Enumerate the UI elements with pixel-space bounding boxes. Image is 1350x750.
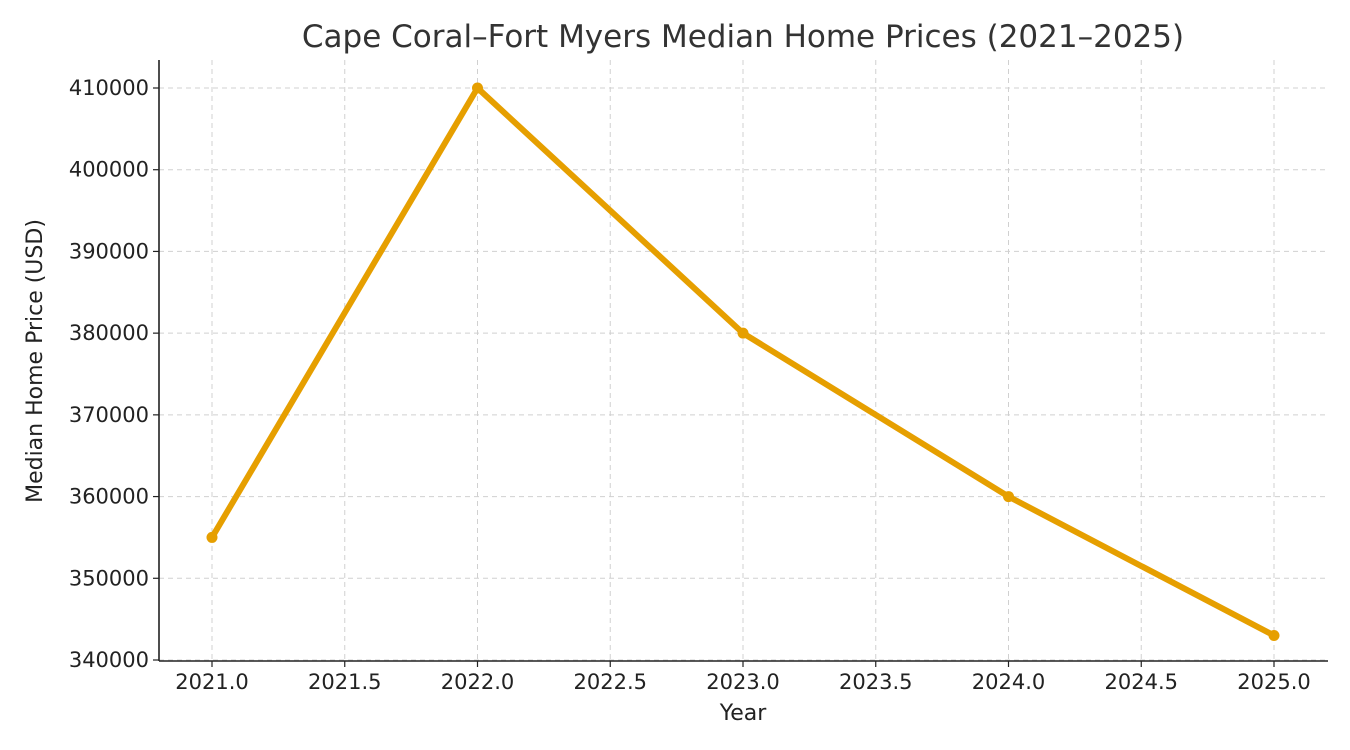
x-tick-label: 2024.5 <box>1105 670 1178 694</box>
data-point <box>1003 491 1014 503</box>
series-layer <box>206 82 1280 641</box>
y-tick-label: 360000 <box>69 485 149 509</box>
y-tick-label: 350000 <box>69 566 149 590</box>
x-tick-label: 2023.5 <box>839 670 912 694</box>
y-tick-label: 380000 <box>69 321 149 345</box>
chart-title: Cape Coral–Fort Myers Median Home Prices… <box>302 19 1184 55</box>
y-tick-label: 370000 <box>69 403 149 427</box>
grid-layer <box>159 60 1328 661</box>
x-tick-label: 2022.5 <box>574 670 647 694</box>
x-tick-label: 2021.5 <box>308 670 381 694</box>
data-point <box>206 531 218 543</box>
y-axis-label: Median Home Price (USD) <box>23 219 48 503</box>
y-tick-label: 340000 <box>69 648 149 672</box>
y-tick-label: 400000 <box>69 158 149 182</box>
x-tick-label: 2023.0 <box>706 670 779 694</box>
data-point <box>1268 629 1280 641</box>
y-tick-label: 390000 <box>69 239 149 263</box>
y-ticks: 340000 350000 360000 370000 380000 390000 4000… <box>69 76 159 672</box>
x-tick-label: 2024.0 <box>972 670 1045 694</box>
x-tick-label: 2021.0 <box>175 670 248 694</box>
y-tick-label: 410000 <box>69 76 149 100</box>
x-ticks: 2021.0 2021.5 2022.0 2022.5 2023.0 2023.5 2024… <box>175 661 1311 694</box>
data-point <box>737 327 749 339</box>
data-point <box>472 82 483 94</box>
x-axis-label: Year <box>719 701 768 726</box>
x-tick-label: 2022.0 <box>441 670 514 694</box>
x-tick-label: 2025.0 <box>1237 670 1310 694</box>
